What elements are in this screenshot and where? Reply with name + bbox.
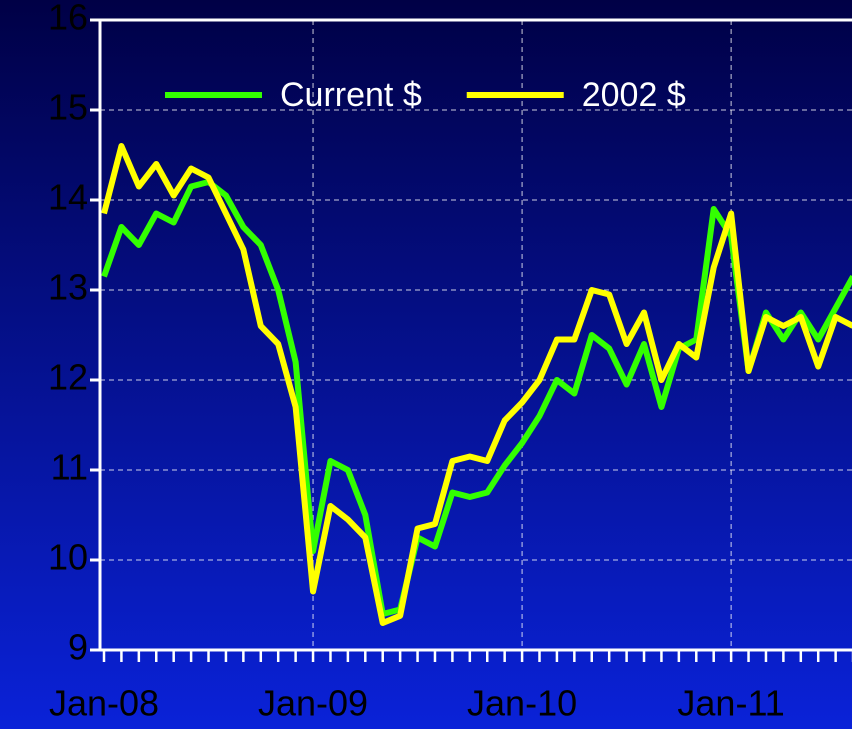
y-tick-label: 16 [48, 0, 88, 38]
y-tick-label: 14 [48, 177, 88, 218]
x-tick-label: Jan-08 [49, 683, 159, 724]
y-tick-label: 12 [48, 357, 88, 398]
y-tick-label: 9 [68, 627, 88, 668]
y-tick-label: 10 [48, 537, 88, 578]
x-tick-label: Jan-09 [258, 683, 368, 724]
y-tick-label: 11 [51, 447, 88, 488]
y-tick-label: 13 [48, 267, 88, 308]
legend-label: Current $ [280, 76, 422, 114]
series-line [101, 143, 852, 626]
x-tick-label: Jan-11 [677, 683, 784, 724]
y-tick-label: 15 [48, 87, 88, 128]
plot-area [101, 143, 852, 626]
axes: 9 10 11 12 13 14 15 16 Jan-08 Jan-09 Jan-10 Jan-11 [48, 0, 852, 724]
legend-label: 2002 $ [582, 76, 686, 114]
x-tick-label: Jan-10 [467, 683, 577, 724]
